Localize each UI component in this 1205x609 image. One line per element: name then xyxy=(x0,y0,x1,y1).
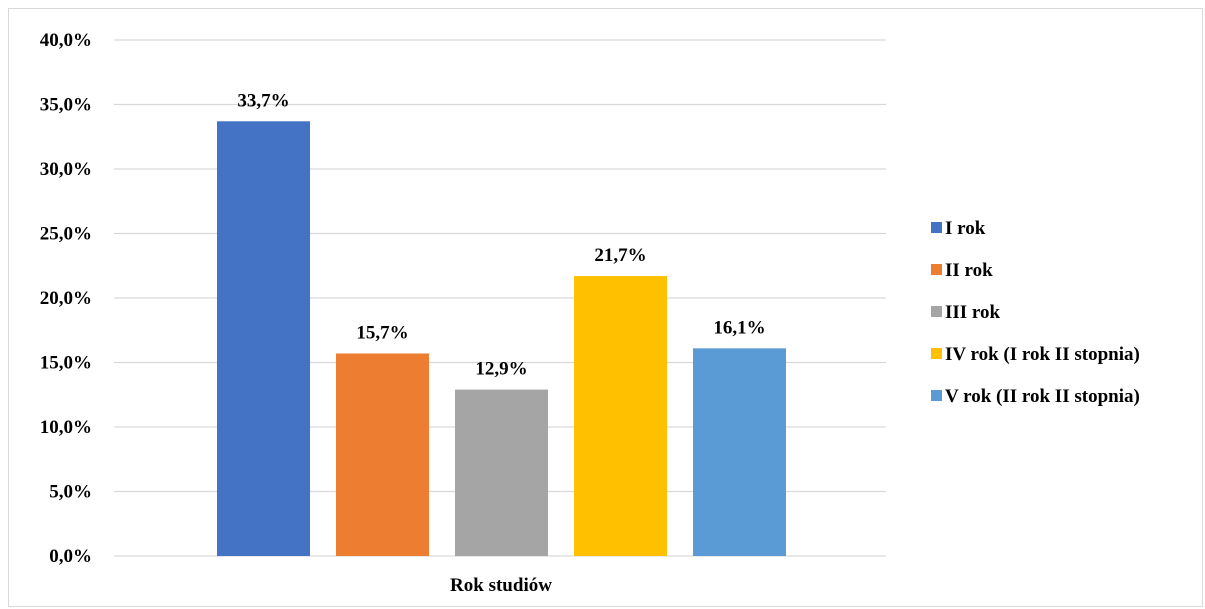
data-label: 21,7% xyxy=(594,245,646,266)
legend-swatch xyxy=(931,390,942,401)
y-axis-tick-labels: 0,0% 5,0% 10,0% 15,0% 20,0% 25,0% 30,0% 35,0% 40… xyxy=(40,30,92,567)
y-tick-label: 0,0% xyxy=(49,546,92,567)
legend: I rok II rok III rok IV rok (I rok II stopn… xyxy=(931,218,1140,407)
y-tick-label: 40,0% xyxy=(40,30,92,51)
y-tick-label: 25,0% xyxy=(40,224,92,245)
data-label: 33,7% xyxy=(237,90,289,111)
legend-label: I rok xyxy=(945,218,986,239)
bar xyxy=(336,353,429,556)
legend-swatch xyxy=(931,264,942,275)
data-label: 12,9% xyxy=(475,359,527,380)
legend-swatch xyxy=(931,222,942,233)
y-tick-label: 30,0% xyxy=(40,159,92,180)
y-tick-label: 35,0% xyxy=(40,95,92,116)
bar xyxy=(217,121,310,557)
data-labels: 33,7% 15,7% 12,9% 21,7% 16,1% xyxy=(237,90,765,379)
bar xyxy=(574,276,667,556)
y-tick-label: 5,0% xyxy=(49,482,92,503)
legend-swatch xyxy=(931,306,942,317)
bar xyxy=(455,389,548,556)
x-axis-title: Rok studiów xyxy=(450,575,552,596)
legend-label: V rok (II rok II stopnia) xyxy=(945,386,1140,407)
bar xyxy=(693,348,786,556)
legend-label: III rok xyxy=(945,302,1001,323)
legend-label: IV rok (I rok II stopnia) xyxy=(945,344,1140,365)
data-label: 16,1% xyxy=(713,317,765,338)
y-tick-label: 15,0% xyxy=(40,353,92,374)
legend-label: II rok xyxy=(945,260,993,281)
y-tick-label: 20,0% xyxy=(40,288,92,309)
legend-swatch xyxy=(931,348,942,359)
y-tick-label: 10,0% xyxy=(40,417,92,438)
data-label: 15,7% xyxy=(356,322,408,343)
bars xyxy=(217,121,786,557)
